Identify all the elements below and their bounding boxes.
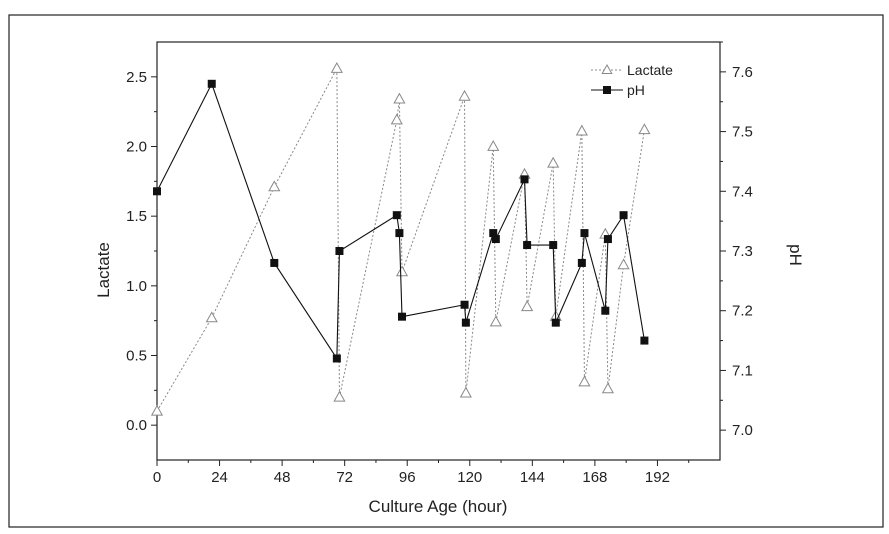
x-tick-label: 96 <box>399 469 416 486</box>
lactate-point <box>268 180 281 192</box>
x-tick-label: 48 <box>274 469 291 486</box>
ph-point <box>523 241 532 250</box>
lactate-point <box>459 386 472 398</box>
y-right-tick-label: 7.4 <box>732 183 753 200</box>
lactate-point <box>333 390 346 402</box>
plot-area <box>156 41 721 461</box>
lactate-point <box>330 61 343 73</box>
y-left-axis-title: Lactate <box>94 242 113 298</box>
x-tick-label: 120 <box>457 469 482 486</box>
ph-point <box>270 258 279 267</box>
x-tick-label: 0 <box>153 469 161 486</box>
y-right-tick-label: 7.3 <box>732 243 753 260</box>
y-right-tick-label: 7.1 <box>732 362 753 379</box>
legend-lactate-marker <box>601 63 613 74</box>
ph-point <box>398 312 407 321</box>
legend-lactate-label: Lactate <box>627 62 673 78</box>
x-tick-label: 168 <box>582 469 607 486</box>
lactate-point <box>575 124 588 136</box>
x-tick-label: 192 <box>645 469 670 486</box>
ph-point <box>489 229 498 238</box>
legend-ph-label: pH <box>627 82 645 98</box>
legend: Lactate pH <box>591 62 673 98</box>
lactate-point <box>150 404 164 416</box>
ph-point <box>520 175 529 184</box>
y-right-tick-label: 7.5 <box>732 124 753 141</box>
ph-point <box>549 241 558 250</box>
outer-border <box>8 14 884 528</box>
lactate-point <box>395 265 409 277</box>
lactate-series-line <box>156 68 645 412</box>
lactate-point <box>547 156 560 168</box>
y-left-tick-label: 0.0 <box>126 417 147 434</box>
ph-point <box>640 336 649 345</box>
lactate-point <box>390 113 403 125</box>
lactate-point <box>205 311 218 323</box>
ph-point <box>580 229 589 238</box>
ph-point <box>332 354 341 363</box>
ph-point <box>577 258 586 267</box>
ph-point <box>207 79 216 88</box>
y-left-tick-label: 0.5 <box>126 348 147 365</box>
ph-point <box>619 211 628 220</box>
ph-point <box>153 187 161 196</box>
y-right-tick-label: 7.2 <box>732 303 753 320</box>
y-right-axis-title: pH <box>786 244 805 266</box>
lactate-point <box>601 382 614 394</box>
x-tick-label: 144 <box>520 469 545 486</box>
x-tick-label: 72 <box>336 469 353 486</box>
ph-point <box>395 229 404 238</box>
x-axis-title: Culture Age (hour) <box>369 497 508 516</box>
lactate-point <box>521 300 534 312</box>
y-right-tick-label: 7.0 <box>732 422 753 439</box>
ph-point <box>603 235 612 244</box>
ph-point <box>460 300 469 309</box>
y-right-tick-label: 7.6 <box>732 64 753 81</box>
ph-point <box>601 306 610 315</box>
ph-point <box>491 235 500 244</box>
ph-point <box>335 247 344 255</box>
lactate-point <box>487 139 500 151</box>
lactate-point <box>638 123 651 135</box>
lactate-point <box>489 315 502 327</box>
y-left-tick-label: 2.0 <box>126 139 147 156</box>
y-left-tick-label: 2.5 <box>126 69 147 86</box>
lactate-point <box>578 375 591 387</box>
y-left-tick-label: 1.5 <box>126 208 147 225</box>
y-left-tick-label: 1.0 <box>126 278 147 295</box>
ph-point <box>551 318 560 327</box>
lactate-point <box>458 89 471 101</box>
ph-point <box>392 211 401 220</box>
legend-ph-marker <box>603 86 611 94</box>
lactate-point <box>617 258 630 270</box>
x-tick-label: 24 <box>211 469 228 486</box>
lactate-point <box>393 92 406 104</box>
ph-point <box>461 318 470 327</box>
